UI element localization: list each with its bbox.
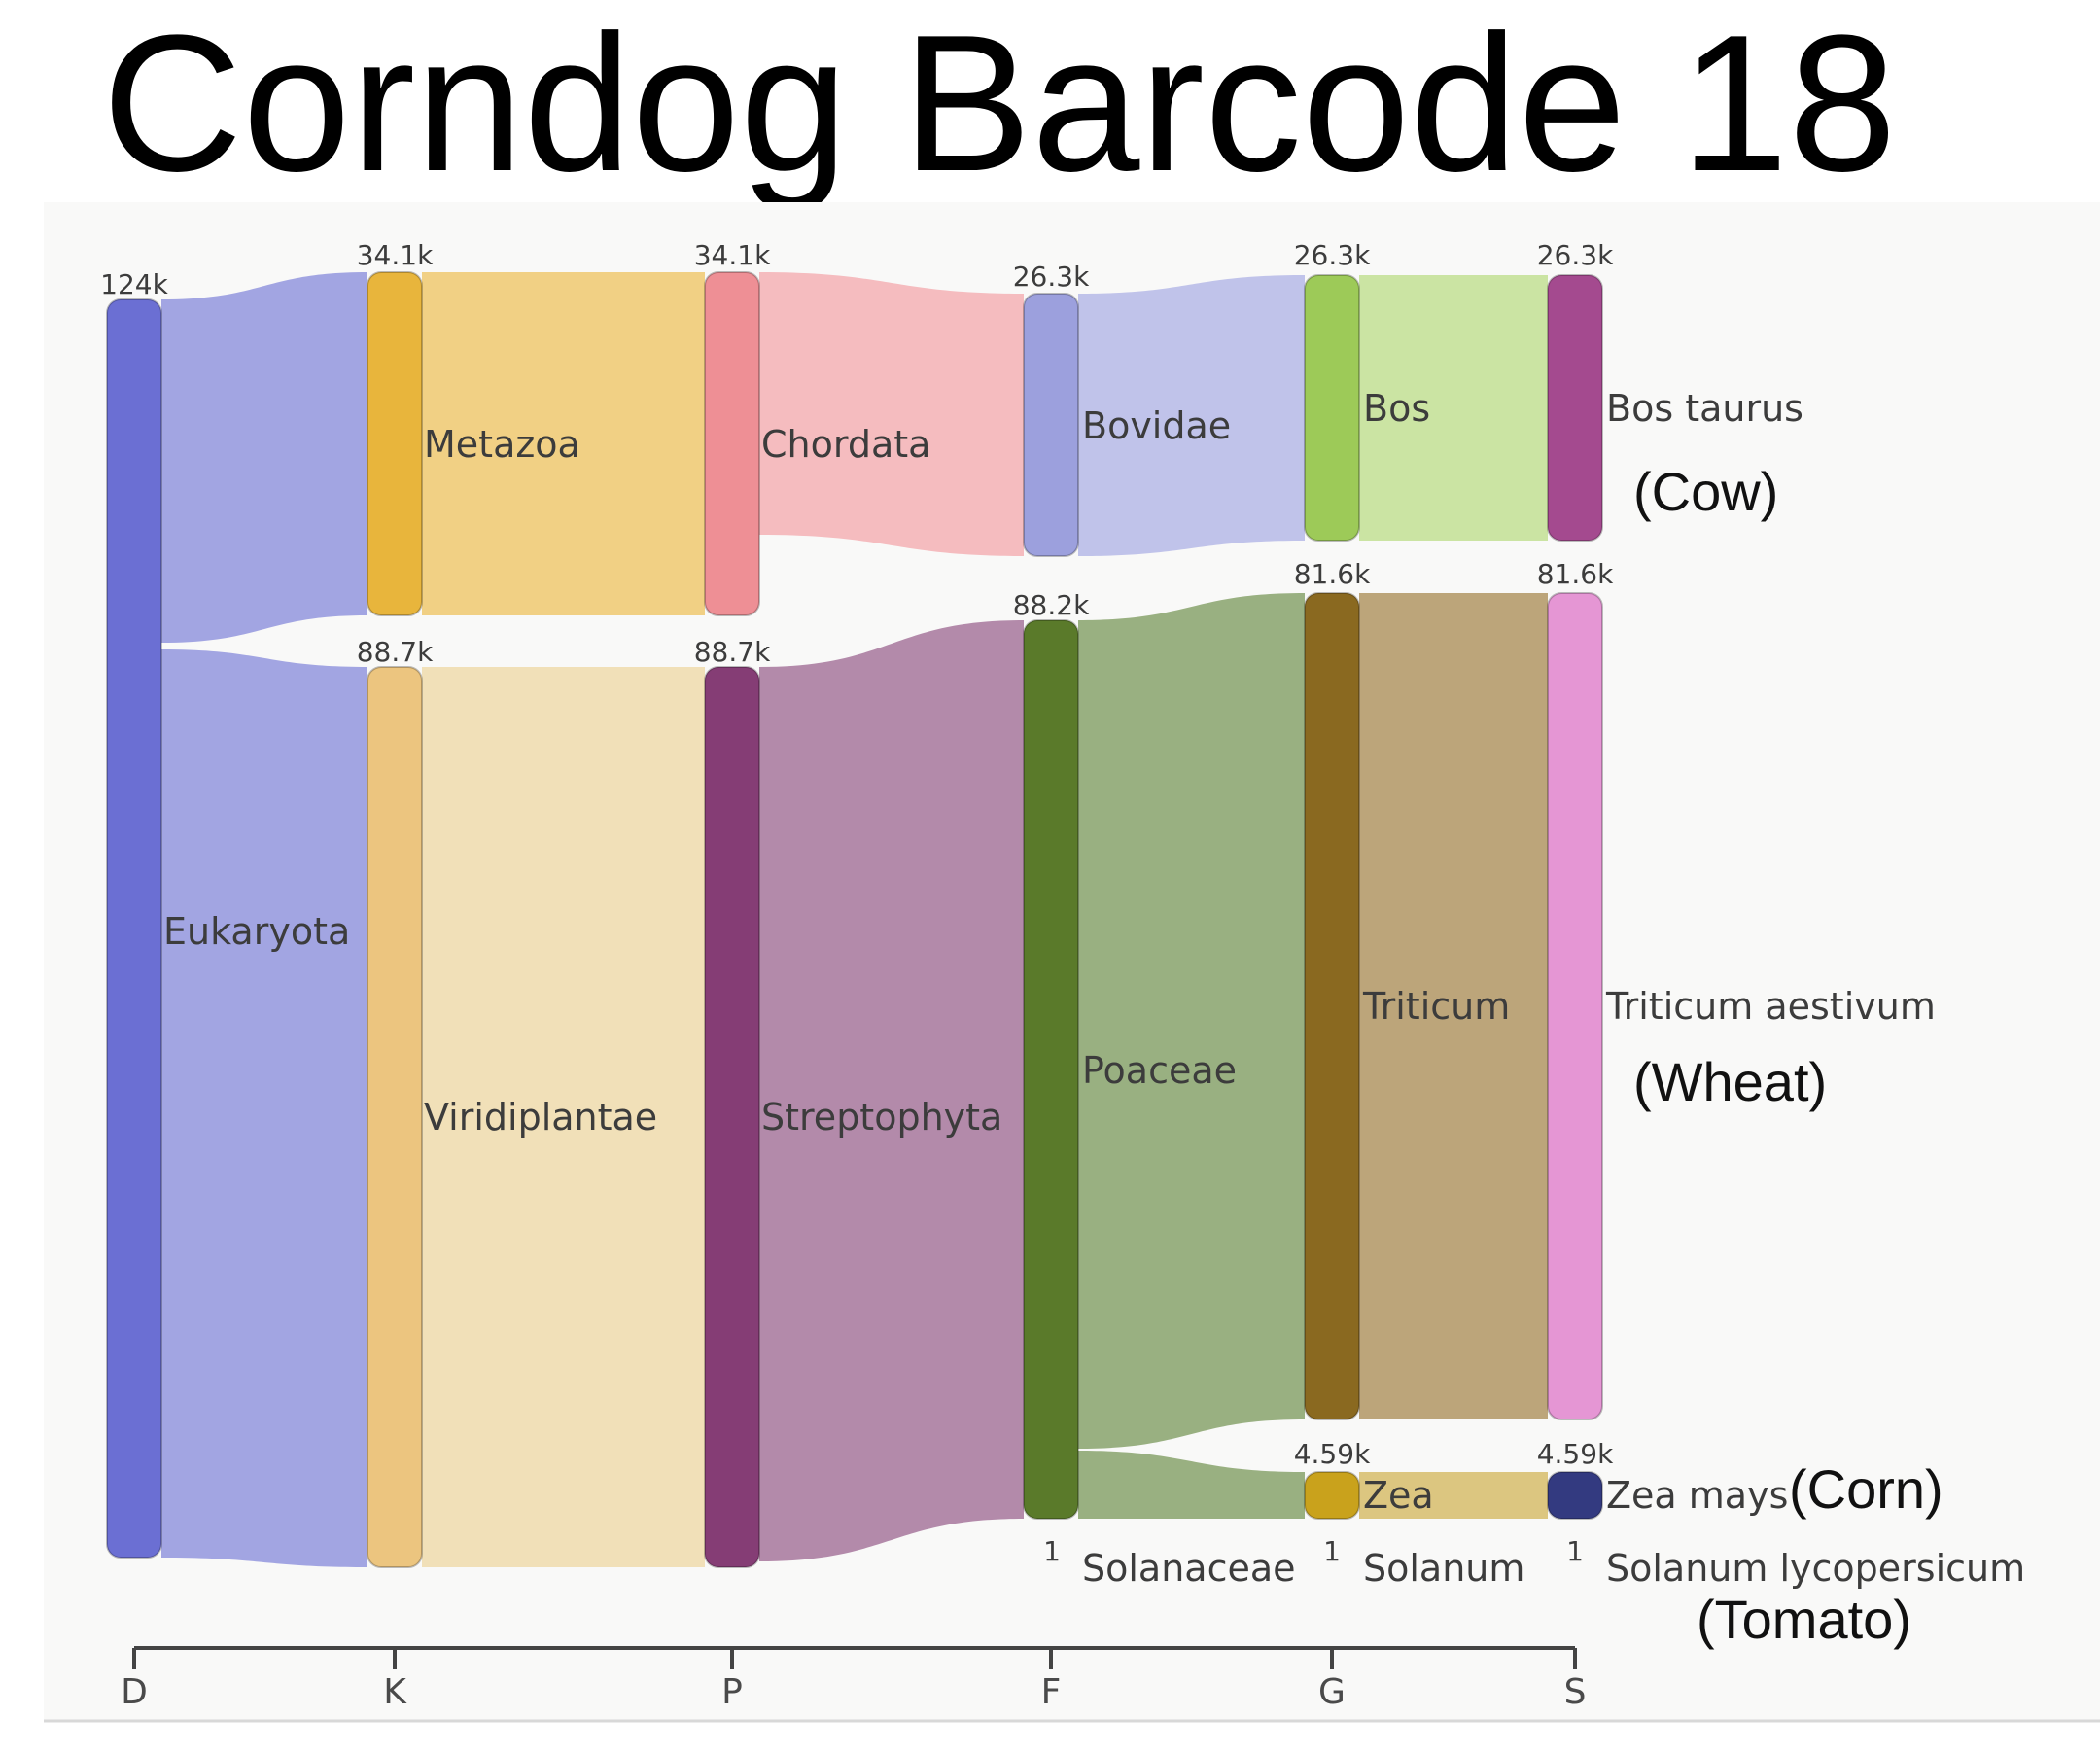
node-label-chordata: Chordata (761, 423, 930, 466)
link-viridiplantae-to-streptophyta (422, 667, 705, 1567)
count-label-eukaryota: 124k (100, 268, 168, 300)
count-label-solanaceae: 1 (1043, 1535, 1061, 1567)
node-label-zea: Zea (1363, 1474, 1434, 1517)
count-label-solanum-lycopersicum: 1 (1566, 1535, 1584, 1567)
node-bovidae[interactable] (1023, 293, 1079, 557)
rank-label-s[interactable]: S (1564, 1672, 1587, 1712)
count-label-bos-taurus: 26.3k (1537, 239, 1614, 271)
node-poaceae[interactable] (1023, 619, 1079, 1520)
node-label-zea-mays: Zea mays (1606, 1474, 1788, 1517)
count-label-triticum: 81.6k (1294, 558, 1371, 590)
node-label-metazoa: Metazoa (424, 423, 580, 466)
node-label-solanaceae: Solanaceae (1082, 1547, 1296, 1590)
link-metazoa-to-chordata (422, 272, 705, 615)
node-zea-mays[interactable] (1547, 1471, 1603, 1520)
count-label-bos: 26.3k (1294, 239, 1371, 271)
link-streptophyta-to-poaceae (759, 620, 1024, 1561)
count-label-zea: 4.59k (1294, 1438, 1371, 1470)
node-bos[interactable] (1304, 274, 1360, 542)
node-chordata[interactable] (704, 271, 760, 616)
count-label-metazoa: 34.1k (357, 239, 434, 271)
rank-label-f[interactable]: F (1041, 1672, 1062, 1712)
node-label-eukaryota: Eukaryota (163, 910, 350, 953)
link-chordata-to-bovidae (759, 272, 1024, 556)
node-bos-taurus[interactable] (1547, 274, 1603, 542)
node-label-triticum-aestivum: Triticum aestivum (1605, 985, 1936, 1028)
node-eukaryota[interactable] (106, 298, 162, 1559)
rank-label-g[interactable]: G (1318, 1672, 1346, 1712)
node-label-streptophyta: Streptophyta (761, 1096, 1002, 1139)
link-poaceae-to-triticum (1078, 593, 1305, 1449)
node-label-bos-taurus: Bos taurus (1606, 387, 1803, 430)
common-name-solanum-lycopersicum: (Tomato) (1697, 1589, 1911, 1650)
link-eukaryota-to-metazoa (161, 272, 368, 643)
node-label-solanum-lycopersicum: Solanum lycopersicum (1606, 1547, 2025, 1590)
node-label-triticum: Triticum (1362, 985, 1510, 1028)
node-label-bos: Bos (1363, 387, 1430, 430)
count-label-chordata: 34.1k (694, 239, 771, 271)
node-label-solanum: Solanum (1363, 1547, 1524, 1590)
rank-label-k[interactable]: K (383, 1672, 407, 1712)
count-label-streptophyta: 88.7k (694, 636, 771, 668)
node-label-viridiplantae: Viridiplantae (424, 1096, 657, 1139)
common-name-triticum-aestivum: (Wheat) (1633, 1051, 1827, 1112)
node-viridiplantae[interactable] (367, 666, 423, 1568)
node-label-bovidae: Bovidae (1082, 404, 1231, 447)
count-label-zea-mays: 4.59k (1537, 1438, 1614, 1470)
common-name-bos-taurus: (Cow) (1633, 461, 1778, 522)
link-zea-to-zea-mays (1359, 1472, 1548, 1519)
link-eukaryota-to-viridiplantae (161, 649, 368, 1567)
count-label-viridiplantae: 88.7k (357, 636, 434, 668)
link-bos-to-bos-taurus (1359, 275, 1548, 541)
node-metazoa[interactable] (367, 271, 423, 616)
rank-label-d[interactable]: D (121, 1672, 148, 1712)
chart-title: Corndog Barcode 18 (102, 0, 1897, 212)
count-label-triticum-aestivum: 81.6k (1537, 558, 1614, 590)
link-triticum-to-triticum-aestivum (1359, 593, 1548, 1419)
count-label-solanum: 1 (1323, 1535, 1341, 1567)
node-streptophyta[interactable] (704, 666, 760, 1568)
node-triticum[interactable] (1304, 592, 1360, 1420)
link-poaceae-to-zea (1078, 1451, 1305, 1519)
node-triticum-aestivum[interactable] (1547, 592, 1603, 1420)
count-label-poaceae: 88.2k (1013, 589, 1090, 621)
link-bovidae-to-bos (1078, 275, 1305, 556)
common-name-zea-mays: (Corn) (1789, 1458, 1943, 1520)
rank-label-p[interactable]: P (721, 1672, 743, 1712)
node-label-poaceae: Poaceae (1082, 1049, 1237, 1092)
node-zea[interactable] (1304, 1471, 1360, 1520)
count-label-bovidae: 26.3k (1013, 261, 1090, 293)
